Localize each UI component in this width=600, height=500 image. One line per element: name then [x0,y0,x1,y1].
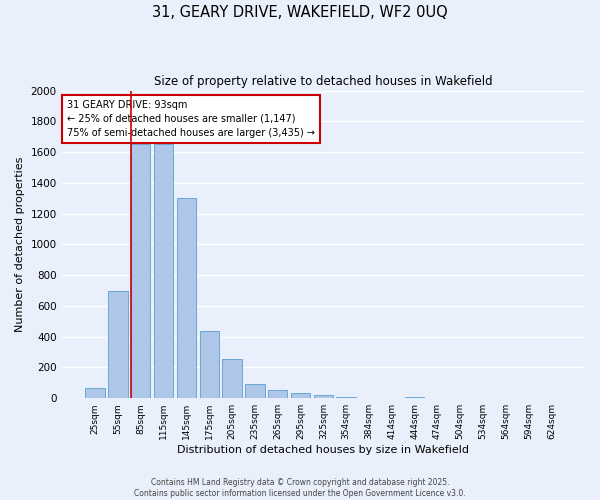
Text: 31 GEARY DRIVE: 93sqm
← 25% of detached houses are smaller (1,147)
75% of semi-d: 31 GEARY DRIVE: 93sqm ← 25% of detached … [67,100,315,138]
Bar [245,384,265,398]
Bar [177,198,196,398]
Bar [154,144,173,398]
Bar [337,396,356,398]
Bar [268,390,287,398]
Text: 31, GEARY DRIVE, WAKEFIELD, WF2 0UQ: 31, GEARY DRIVE, WAKEFIELD, WF2 0UQ [152,5,448,20]
Bar [405,396,424,398]
Title: Size of property relative to detached houses in Wakefield: Size of property relative to detached ho… [154,75,493,88]
Bar [131,144,151,398]
Bar [108,290,128,398]
Y-axis label: Number of detached properties: Number of detached properties [15,156,25,332]
Bar [223,359,242,398]
X-axis label: Distribution of detached houses by size in Wakefield: Distribution of detached houses by size … [178,445,469,455]
Bar [314,395,333,398]
Bar [200,330,219,398]
Bar [85,388,105,398]
Text: Contains HM Land Registry data © Crown copyright and database right 2025.
Contai: Contains HM Land Registry data © Crown c… [134,478,466,498]
Bar [291,393,310,398]
